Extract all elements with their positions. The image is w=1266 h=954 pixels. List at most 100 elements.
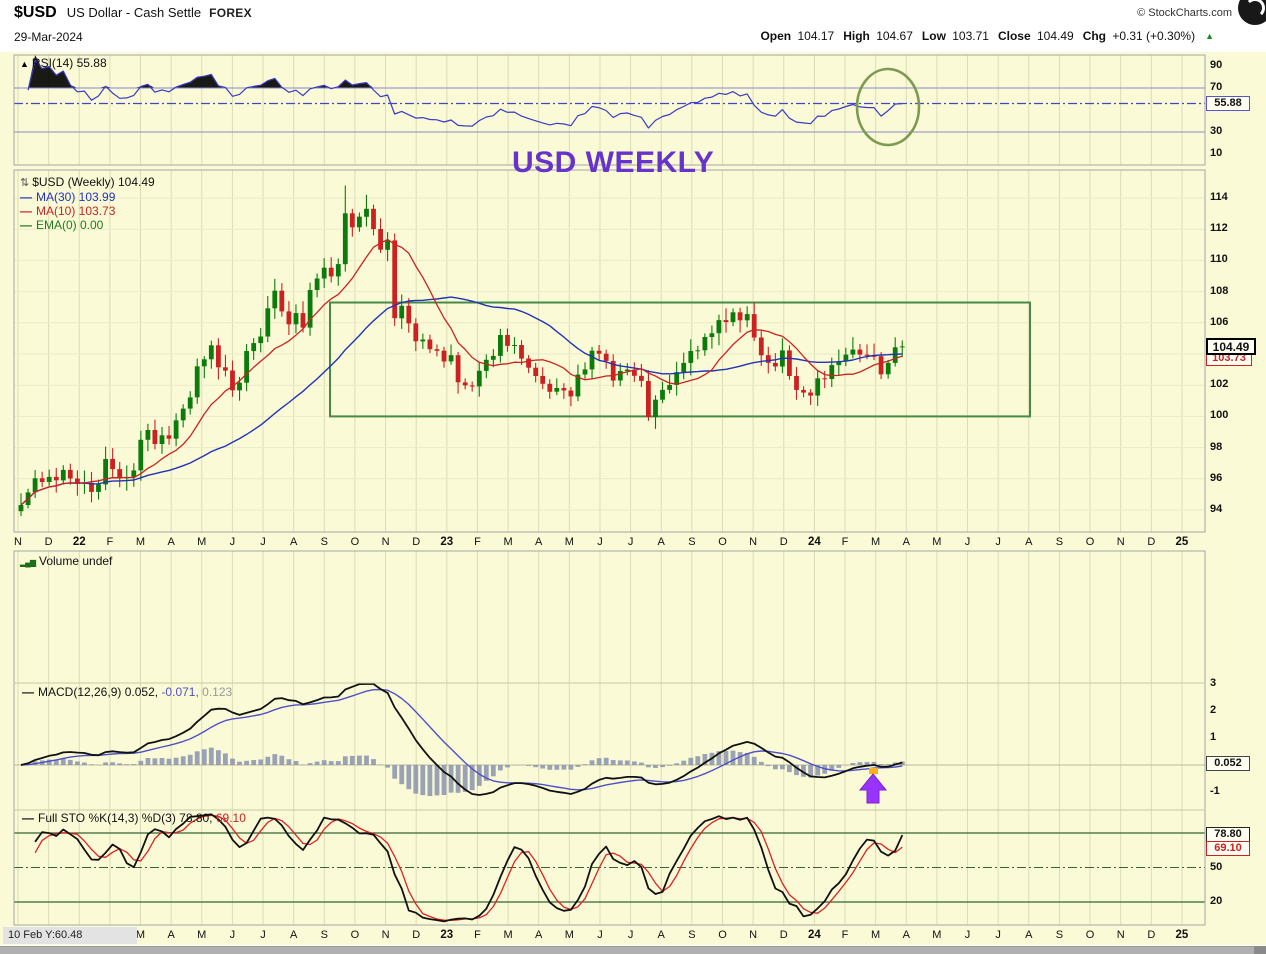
axis-month-label: 22 <box>72 536 86 548</box>
rsi-line <box>27 59 903 129</box>
axis-month-label: A <box>289 929 298 941</box>
axis-month-label: D <box>779 536 788 548</box>
axis-month-label: D <box>412 536 421 548</box>
axis-month-label: M <box>503 929 513 941</box>
axis-month-label: 23 <box>440 929 454 941</box>
axis-month-label: 25 <box>1175 929 1189 941</box>
horizontal-scrollbar[interactable] <box>0 946 1266 954</box>
quote-close: Close 104.49 <box>997 29 1074 43</box>
axis-month-label: O <box>718 536 727 548</box>
up-triangle-icon: ▲ <box>1205 31 1214 41</box>
axis-month-label: J <box>995 536 1001 548</box>
axis-month-label: N <box>381 929 390 941</box>
quote-chg: Chg +0.31 (+0.30%) <box>1082 29 1196 43</box>
axis-month-label: A <box>289 536 298 548</box>
ma30-legend-text: MA(30) 103.99 <box>36 190 116 204</box>
axis-month-label: D <box>779 929 788 941</box>
sto-k-line <box>34 813 904 923</box>
axis-month-label: D <box>412 929 421 941</box>
axis-month-label: M <box>871 929 881 941</box>
price-value-box: 104.49 <box>1206 338 1256 355</box>
axis-month-label: A <box>535 536 543 548</box>
candlestick-type-icon: ⇅ <box>20 177 30 189</box>
symbol-label: $USD <box>14 4 57 21</box>
sto-legend: — Full STO %K(14,3) %D(3) 78.80, 69.10 <box>22 812 246 825</box>
rsi-legend: ▲ RSI(14) 55.88 <box>20 57 107 71</box>
axis-month-label: M <box>932 536 942 548</box>
macd-legend: — MACD(12,26,9) 0.052, -0.071, 0.123 <box>22 686 232 699</box>
macd-swatch-icon: — <box>22 685 34 699</box>
indicator-type-icon: ▲ <box>20 59 29 69</box>
sto-k-value-box: 78.80 <box>1206 827 1250 842</box>
axis-month-label: O <box>718 929 727 941</box>
volume-bars-icon: ▂▄▆ <box>20 558 36 567</box>
axis-month-label: J <box>627 536 634 548</box>
axis-month-label: O <box>1085 929 1095 941</box>
axis-month-label: F <box>106 536 114 548</box>
axis-month-label: F <box>841 536 849 548</box>
sto-legend-text: Full STO %K(14,3) %D(3) <box>38 811 176 825</box>
macd-value: 0.052, <box>124 685 159 699</box>
up-arrow-annotation <box>858 773 888 804</box>
ma10-line <box>20 238 903 506</box>
axis-month-label: A <box>657 929 665 941</box>
axis-month-label: M <box>564 929 574 941</box>
ma10-legend-text: MA(10) 103.73 <box>36 204 116 218</box>
ohlc-quote-row: Open 104.17 High 104.67 Low 103.71 Close 10… <box>760 29 1214 43</box>
ma10-legend: — MA(10) 103.73 <box>20 205 115 218</box>
sto-k-value: 78.80, <box>179 811 213 825</box>
axis-month-label: M <box>503 536 513 548</box>
axis-month-label: M <box>871 536 881 548</box>
green-box-annotation <box>329 301 1031 418</box>
macd-legend-text: MACD(12,26,9) <box>38 685 122 699</box>
axis-month-label: J <box>229 929 236 941</box>
axis-month-label: O <box>350 536 360 548</box>
sto-d-value-box: 69.10 <box>1206 841 1250 856</box>
axis-month-label: D <box>44 536 53 548</box>
rsi-legend-text: RSI(14) 55.88 <box>31 56 107 70</box>
date-axis-top: N D 22 F M A M J J A S O N D 23 F M A M J J A S O N D 24 F M A M J J A S O N… <box>0 533 1266 551</box>
chart-date: 29-Mar-2024 <box>14 30 83 44</box>
copyright-link[interactable]: © StockCharts.com <box>1137 7 1232 19</box>
axis-month-label: A <box>657 536 665 548</box>
scrollbar-corner[interactable] <box>1254 946 1266 954</box>
axis-month-label: J <box>995 929 1001 941</box>
ema-swatch-icon: — <box>20 218 32 232</box>
volume-legend-text: Volume undef <box>38 554 113 568</box>
axis-month-label: F <box>474 929 481 941</box>
axis-month-label: O <box>1085 536 1095 548</box>
axis-month-label: A <box>167 536 175 548</box>
axis-month-label: 24 <box>807 536 821 548</box>
axis-month-label: S <box>1055 929 1064 941</box>
arrow-accent-mark <box>869 768 878 774</box>
ma30-swatch-icon: — <box>20 190 32 204</box>
sto-d-value: 69.10 <box>215 811 246 825</box>
axis-month-label: J <box>627 929 634 941</box>
macd-value-box: 0.052 <box>1206 756 1250 771</box>
axis-month-label: A <box>167 929 175 941</box>
ma30-line <box>20 296 903 506</box>
date-axis-bottom: ND22FMAMJJASOND23FMAMJJASOND24FMAMJJASON… <box>0 926 1266 944</box>
price-legend-main: ⇅ $USD (Weekly) 104.49 <box>20 176 155 190</box>
ma10-swatch-icon: — <box>20 204 32 218</box>
axis-month-label: N <box>749 536 758 548</box>
axis-month-label: M <box>932 929 942 941</box>
axis-month-label: 24 <box>807 929 821 941</box>
macd-signal-value: -0.071, <box>161 685 199 699</box>
axis-month-label: 25 <box>1175 536 1189 548</box>
axis-month-label: A <box>902 536 910 548</box>
symbol-name: US Dollar - Cash Settle <box>66 5 202 20</box>
axis-month-label: J <box>597 929 603 941</box>
price-legend-text: $USD (Weekly) 104.49 <box>32 175 155 189</box>
macd-hist-value: 0.123 <box>202 685 233 699</box>
quote-open: Open 104.17 <box>760 29 835 43</box>
axis-month-label: N <box>1116 929 1125 941</box>
axis-month-label: J <box>597 536 603 548</box>
axis-month-label: S <box>688 929 696 941</box>
axis-month-label: A <box>1025 536 1033 548</box>
axis-month-label: M <box>197 536 207 548</box>
rsi-value-box: 55.88 <box>1206 96 1250 111</box>
volume-legend: ▂▄▆ Volume undef <box>20 555 112 569</box>
